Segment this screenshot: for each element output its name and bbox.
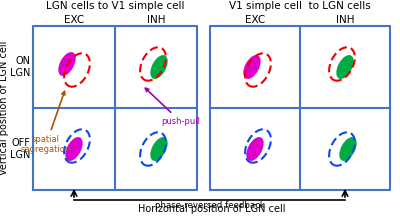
Ellipse shape bbox=[246, 137, 264, 161]
Text: Horizontal position of LGN cell: Horizontal position of LGN cell bbox=[138, 204, 285, 214]
Text: INH: INH bbox=[336, 15, 354, 25]
Text: LGN cells to V1 simple cell: LGN cells to V1 simple cell bbox=[46, 1, 184, 11]
Ellipse shape bbox=[336, 55, 354, 79]
Text: ON
LGN: ON LGN bbox=[10, 56, 30, 78]
Ellipse shape bbox=[339, 137, 357, 161]
Ellipse shape bbox=[150, 137, 168, 161]
Text: EXC: EXC bbox=[245, 15, 265, 25]
Ellipse shape bbox=[150, 55, 168, 79]
Ellipse shape bbox=[58, 52, 76, 76]
Text: INH: INH bbox=[147, 15, 165, 25]
Text: V1 simple cell  to LGN cells: V1 simple cell to LGN cells bbox=[229, 1, 371, 11]
Text: EXC: EXC bbox=[64, 15, 84, 25]
Text: OFF
LGN: OFF LGN bbox=[10, 138, 30, 160]
Text: spatial
segregation: spatial segregation bbox=[21, 91, 71, 154]
Text: phase-reversed feedback: phase-reversed feedback bbox=[154, 201, 264, 210]
Ellipse shape bbox=[65, 137, 83, 161]
Text: push-pull: push-pull bbox=[145, 88, 200, 126]
Ellipse shape bbox=[243, 55, 261, 79]
Text: Vertical position of LGN cell: Vertical position of LGN cell bbox=[0, 41, 9, 175]
